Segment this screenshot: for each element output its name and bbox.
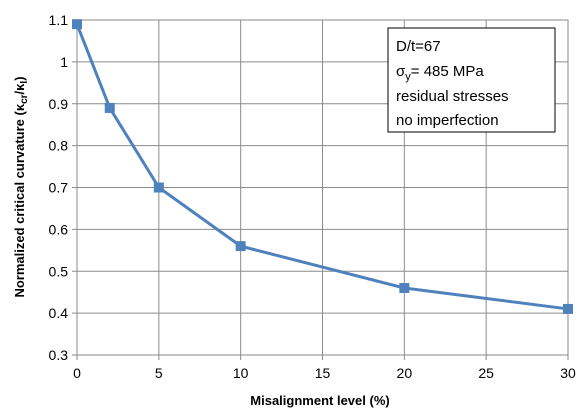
series-line <box>75 23 569 311</box>
annotation-box: D/t=67 σy= 485 MPa residual stresses no … <box>387 27 556 133</box>
x-tick-label: 15 <box>315 365 331 381</box>
annotation-sigma: σ <box>396 63 406 80</box>
annotation-line-4: no imperfection <box>396 112 499 129</box>
y-axis-ticks: 0.3 0.4 0.5 0.6 0.7 0.8 0.9 1 1.1 <box>49 12 77 363</box>
y-tick-label: 1 <box>60 54 68 70</box>
y-tick-label: 1.1 <box>49 12 69 28</box>
data-point-marker <box>153 182 164 193</box>
data-point-marker <box>235 241 246 252</box>
y-axis-title-sub-i: I <box>19 81 30 84</box>
annotation-yield-value: = 485 MPa <box>411 63 485 80</box>
y-tick-label: 0.3 <box>49 347 69 363</box>
annotation-sigma-sub: y <box>405 71 411 83</box>
data-point-marker <box>563 303 573 314</box>
data-point-marker <box>399 283 410 293</box>
y-tick-label: 0.9 <box>49 96 69 112</box>
x-tick-label: 25 <box>478 365 494 381</box>
x-tick-label: 5 <box>155 365 163 381</box>
annotation-frame <box>387 27 556 133</box>
annotation-line-1: D/t=67 <box>396 38 441 55</box>
y-tick-label: 0.5 <box>49 263 69 279</box>
x-axis-ticks: 0 5 10 15 20 25 30 <box>73 355 576 381</box>
y-axis-title-end: ) <box>12 76 27 80</box>
data-point-marker <box>72 19 82 30</box>
y-tick-label: 0.6 <box>49 221 69 237</box>
x-tick-label: 10 <box>233 365 249 381</box>
x-tick-label: 0 <box>73 365 81 381</box>
y-axis-title-main: Normalized critical curvature (κ <box>12 103 27 297</box>
x-tick-label: 30 <box>560 365 576 381</box>
y-axis-title: Normalized critical curvature (κcr/κI) <box>12 76 30 297</box>
data-point-marker <box>104 102 115 113</box>
x-axis-title: Misalignment level (%) <box>250 393 389 408</box>
series-group <box>72 19 573 314</box>
y-tick-label: 0.4 <box>49 305 69 321</box>
y-tick-label: 0.8 <box>49 138 69 154</box>
y-axis-title-mid: /κ <box>12 83 27 95</box>
annotation-line-2: σy= 485 MPa <box>396 63 484 83</box>
x-tick-label: 20 <box>397 365 413 381</box>
y-tick-label: 0.7 <box>49 180 69 196</box>
annotation-line-3: residual stresses <box>396 88 509 105</box>
y-axis-title-sub-cr: cr <box>19 94 30 104</box>
